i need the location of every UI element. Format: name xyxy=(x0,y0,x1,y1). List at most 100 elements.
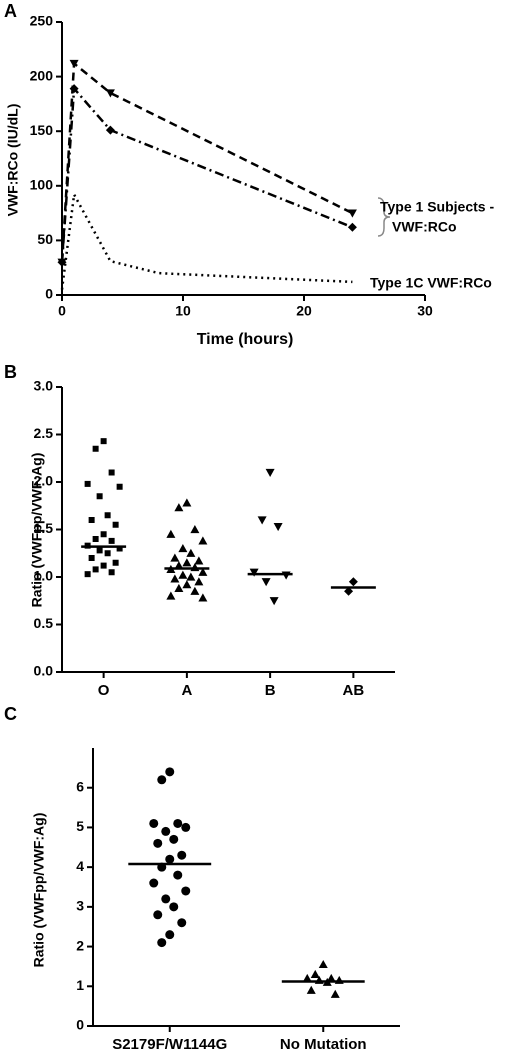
marker xyxy=(96,493,103,500)
marker xyxy=(105,125,115,135)
marker xyxy=(174,561,184,570)
marker xyxy=(166,529,176,538)
y-tick-label: 1.5 xyxy=(34,520,54,536)
y-tick-label: 250 xyxy=(30,13,54,29)
marker xyxy=(177,850,187,860)
marker xyxy=(344,586,354,596)
marker xyxy=(153,838,163,848)
marker xyxy=(347,222,357,232)
marker xyxy=(306,985,316,994)
marker xyxy=(182,558,192,567)
marker xyxy=(166,591,176,600)
marker xyxy=(92,445,99,452)
marker xyxy=(348,577,358,587)
y-tick-label: 200 xyxy=(30,67,54,83)
panel-label: B xyxy=(4,362,17,382)
marker xyxy=(84,480,91,487)
marker xyxy=(165,854,175,864)
marker xyxy=(92,536,99,542)
marker xyxy=(194,556,204,565)
marker xyxy=(153,910,163,920)
x-tick-label: B xyxy=(265,682,276,699)
marker xyxy=(198,567,208,576)
marker xyxy=(310,969,320,978)
marker xyxy=(161,826,171,836)
marker xyxy=(186,548,196,557)
marker xyxy=(190,525,200,534)
marker xyxy=(165,767,175,777)
y-tick-label: 4 xyxy=(76,858,84,874)
y-tick-label: 6 xyxy=(76,778,84,794)
marker xyxy=(174,503,184,512)
marker xyxy=(157,938,167,948)
marker xyxy=(108,537,115,544)
marker xyxy=(169,834,179,844)
marker xyxy=(302,973,312,982)
marker xyxy=(116,545,123,552)
marker xyxy=(330,989,340,998)
marker xyxy=(257,516,267,525)
panel-label: C xyxy=(4,704,17,724)
x-tick-label: S2179F/W1144G xyxy=(112,1036,227,1053)
marker xyxy=(161,894,171,904)
y-tick-label: 3 xyxy=(76,898,84,914)
y-axis-label: VWF:RCo (IU/dL) xyxy=(5,104,21,217)
marker xyxy=(149,818,159,828)
marker xyxy=(173,818,183,828)
x-tick-label: A xyxy=(181,682,192,699)
y-tick-label: 3.0 xyxy=(34,378,54,394)
brace xyxy=(377,197,391,237)
y-tick-label: 0.5 xyxy=(34,615,54,631)
y-tick-label: 50 xyxy=(37,231,53,247)
marker xyxy=(269,597,279,606)
annotation: Type 1 Subjects - xyxy=(380,199,494,215)
marker xyxy=(108,469,115,476)
marker xyxy=(178,570,188,579)
y-tick-label: 0 xyxy=(45,286,53,302)
marker xyxy=(178,544,188,553)
y-tick-label: 5 xyxy=(76,818,84,834)
y-tick-label: 100 xyxy=(30,177,54,193)
y-tick-label: 0.0 xyxy=(34,663,54,679)
annotation: VWF:RCo xyxy=(392,219,457,235)
marker xyxy=(165,930,175,940)
y-tick-label: 1.0 xyxy=(34,568,54,584)
marker xyxy=(104,512,111,519)
marker xyxy=(92,566,99,573)
marker xyxy=(169,902,179,912)
x-tick-label: No Mutation xyxy=(280,1036,367,1053)
y-tick-label: 2 xyxy=(76,937,84,953)
y-tick-label: 2.5 xyxy=(34,425,54,441)
marker xyxy=(157,775,167,785)
y-tick-label: 1 xyxy=(76,977,84,993)
marker xyxy=(181,886,191,896)
marker xyxy=(261,578,271,587)
x-tick-label: 10 xyxy=(175,303,191,319)
marker xyxy=(69,59,79,68)
marker xyxy=(100,531,107,538)
marker xyxy=(105,89,115,98)
marker xyxy=(181,822,191,832)
x-axis-label: Time (hours) xyxy=(197,331,294,348)
marker xyxy=(116,483,123,490)
panel-label: A xyxy=(4,1,17,21)
marker xyxy=(104,550,111,557)
y-tick-label: 150 xyxy=(30,122,54,138)
line xyxy=(60,60,353,263)
marker xyxy=(100,438,107,445)
marker xyxy=(170,574,180,583)
annotation: Type 1C VWF:RCo xyxy=(370,275,492,291)
marker xyxy=(198,593,208,602)
marker xyxy=(174,583,184,592)
marker xyxy=(173,870,183,880)
marker xyxy=(326,973,336,982)
y-axis-label: Ratio (VWFpp/VWF:Ag) xyxy=(29,453,45,608)
marker xyxy=(149,878,159,888)
marker xyxy=(84,571,91,578)
y-tick-label: 0 xyxy=(76,1017,84,1033)
x-tick-label: 20 xyxy=(296,303,312,319)
y-tick-label: 2.0 xyxy=(34,473,54,489)
x-tick-label: 0 xyxy=(58,303,66,319)
marker xyxy=(69,84,79,94)
marker xyxy=(100,562,107,569)
